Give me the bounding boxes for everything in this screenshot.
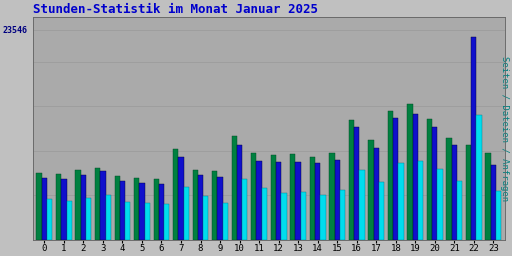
Bar: [159, 184, 164, 240]
Bar: [452, 145, 457, 240]
Bar: [61, 179, 67, 240]
Bar: [349, 120, 354, 240]
Bar: [388, 111, 393, 240]
Bar: [310, 157, 315, 240]
Bar: [354, 127, 359, 240]
Bar: [144, 204, 150, 240]
Bar: [496, 191, 501, 240]
Bar: [301, 192, 306, 240]
Bar: [81, 175, 86, 240]
Bar: [471, 37, 477, 240]
Bar: [95, 168, 100, 240]
Bar: [262, 188, 267, 240]
Bar: [237, 145, 242, 240]
Bar: [374, 148, 379, 240]
Bar: [413, 114, 418, 240]
Bar: [290, 154, 295, 240]
Bar: [281, 193, 287, 240]
Bar: [198, 175, 203, 240]
Bar: [212, 171, 218, 240]
Bar: [120, 181, 125, 240]
Bar: [418, 161, 423, 240]
Bar: [368, 140, 374, 240]
Bar: [379, 182, 384, 240]
Bar: [154, 179, 159, 240]
Bar: [437, 169, 443, 240]
Bar: [334, 160, 340, 240]
Bar: [193, 169, 198, 240]
Bar: [164, 204, 169, 240]
Bar: [321, 195, 326, 240]
Bar: [408, 104, 413, 240]
Bar: [432, 127, 437, 240]
Bar: [125, 202, 131, 240]
Bar: [329, 154, 334, 240]
Bar: [446, 138, 452, 240]
Bar: [56, 174, 61, 240]
Bar: [257, 161, 262, 240]
Bar: [105, 195, 111, 240]
Bar: [242, 179, 247, 240]
Bar: [315, 163, 321, 240]
Bar: [276, 162, 281, 240]
Bar: [231, 136, 237, 240]
Bar: [47, 199, 52, 240]
Bar: [427, 119, 432, 240]
Bar: [139, 183, 144, 240]
Bar: [36, 173, 41, 240]
Bar: [359, 169, 365, 240]
Bar: [173, 149, 178, 240]
Bar: [67, 201, 72, 240]
Bar: [490, 165, 496, 240]
Bar: [115, 176, 120, 240]
Bar: [466, 145, 471, 240]
Bar: [218, 177, 223, 240]
Y-axis label: Seiten / Dateien / Anfragen: Seiten / Dateien / Anfragen: [500, 56, 509, 201]
Bar: [271, 155, 276, 240]
Bar: [134, 178, 139, 240]
Text: Stunden-Statistik im Monat Januar 2025: Stunden-Statistik im Monat Januar 2025: [33, 3, 317, 16]
Bar: [485, 154, 490, 240]
Bar: [251, 154, 257, 240]
Bar: [398, 163, 403, 240]
Bar: [223, 204, 228, 240]
Bar: [203, 196, 208, 240]
Bar: [178, 157, 184, 240]
Bar: [100, 171, 105, 240]
Bar: [457, 181, 462, 240]
Bar: [86, 198, 91, 240]
Bar: [295, 162, 301, 240]
Bar: [340, 190, 345, 240]
Bar: [41, 178, 47, 240]
Bar: [477, 115, 482, 240]
Bar: [75, 170, 81, 240]
Bar: [393, 118, 398, 240]
Bar: [184, 187, 189, 240]
